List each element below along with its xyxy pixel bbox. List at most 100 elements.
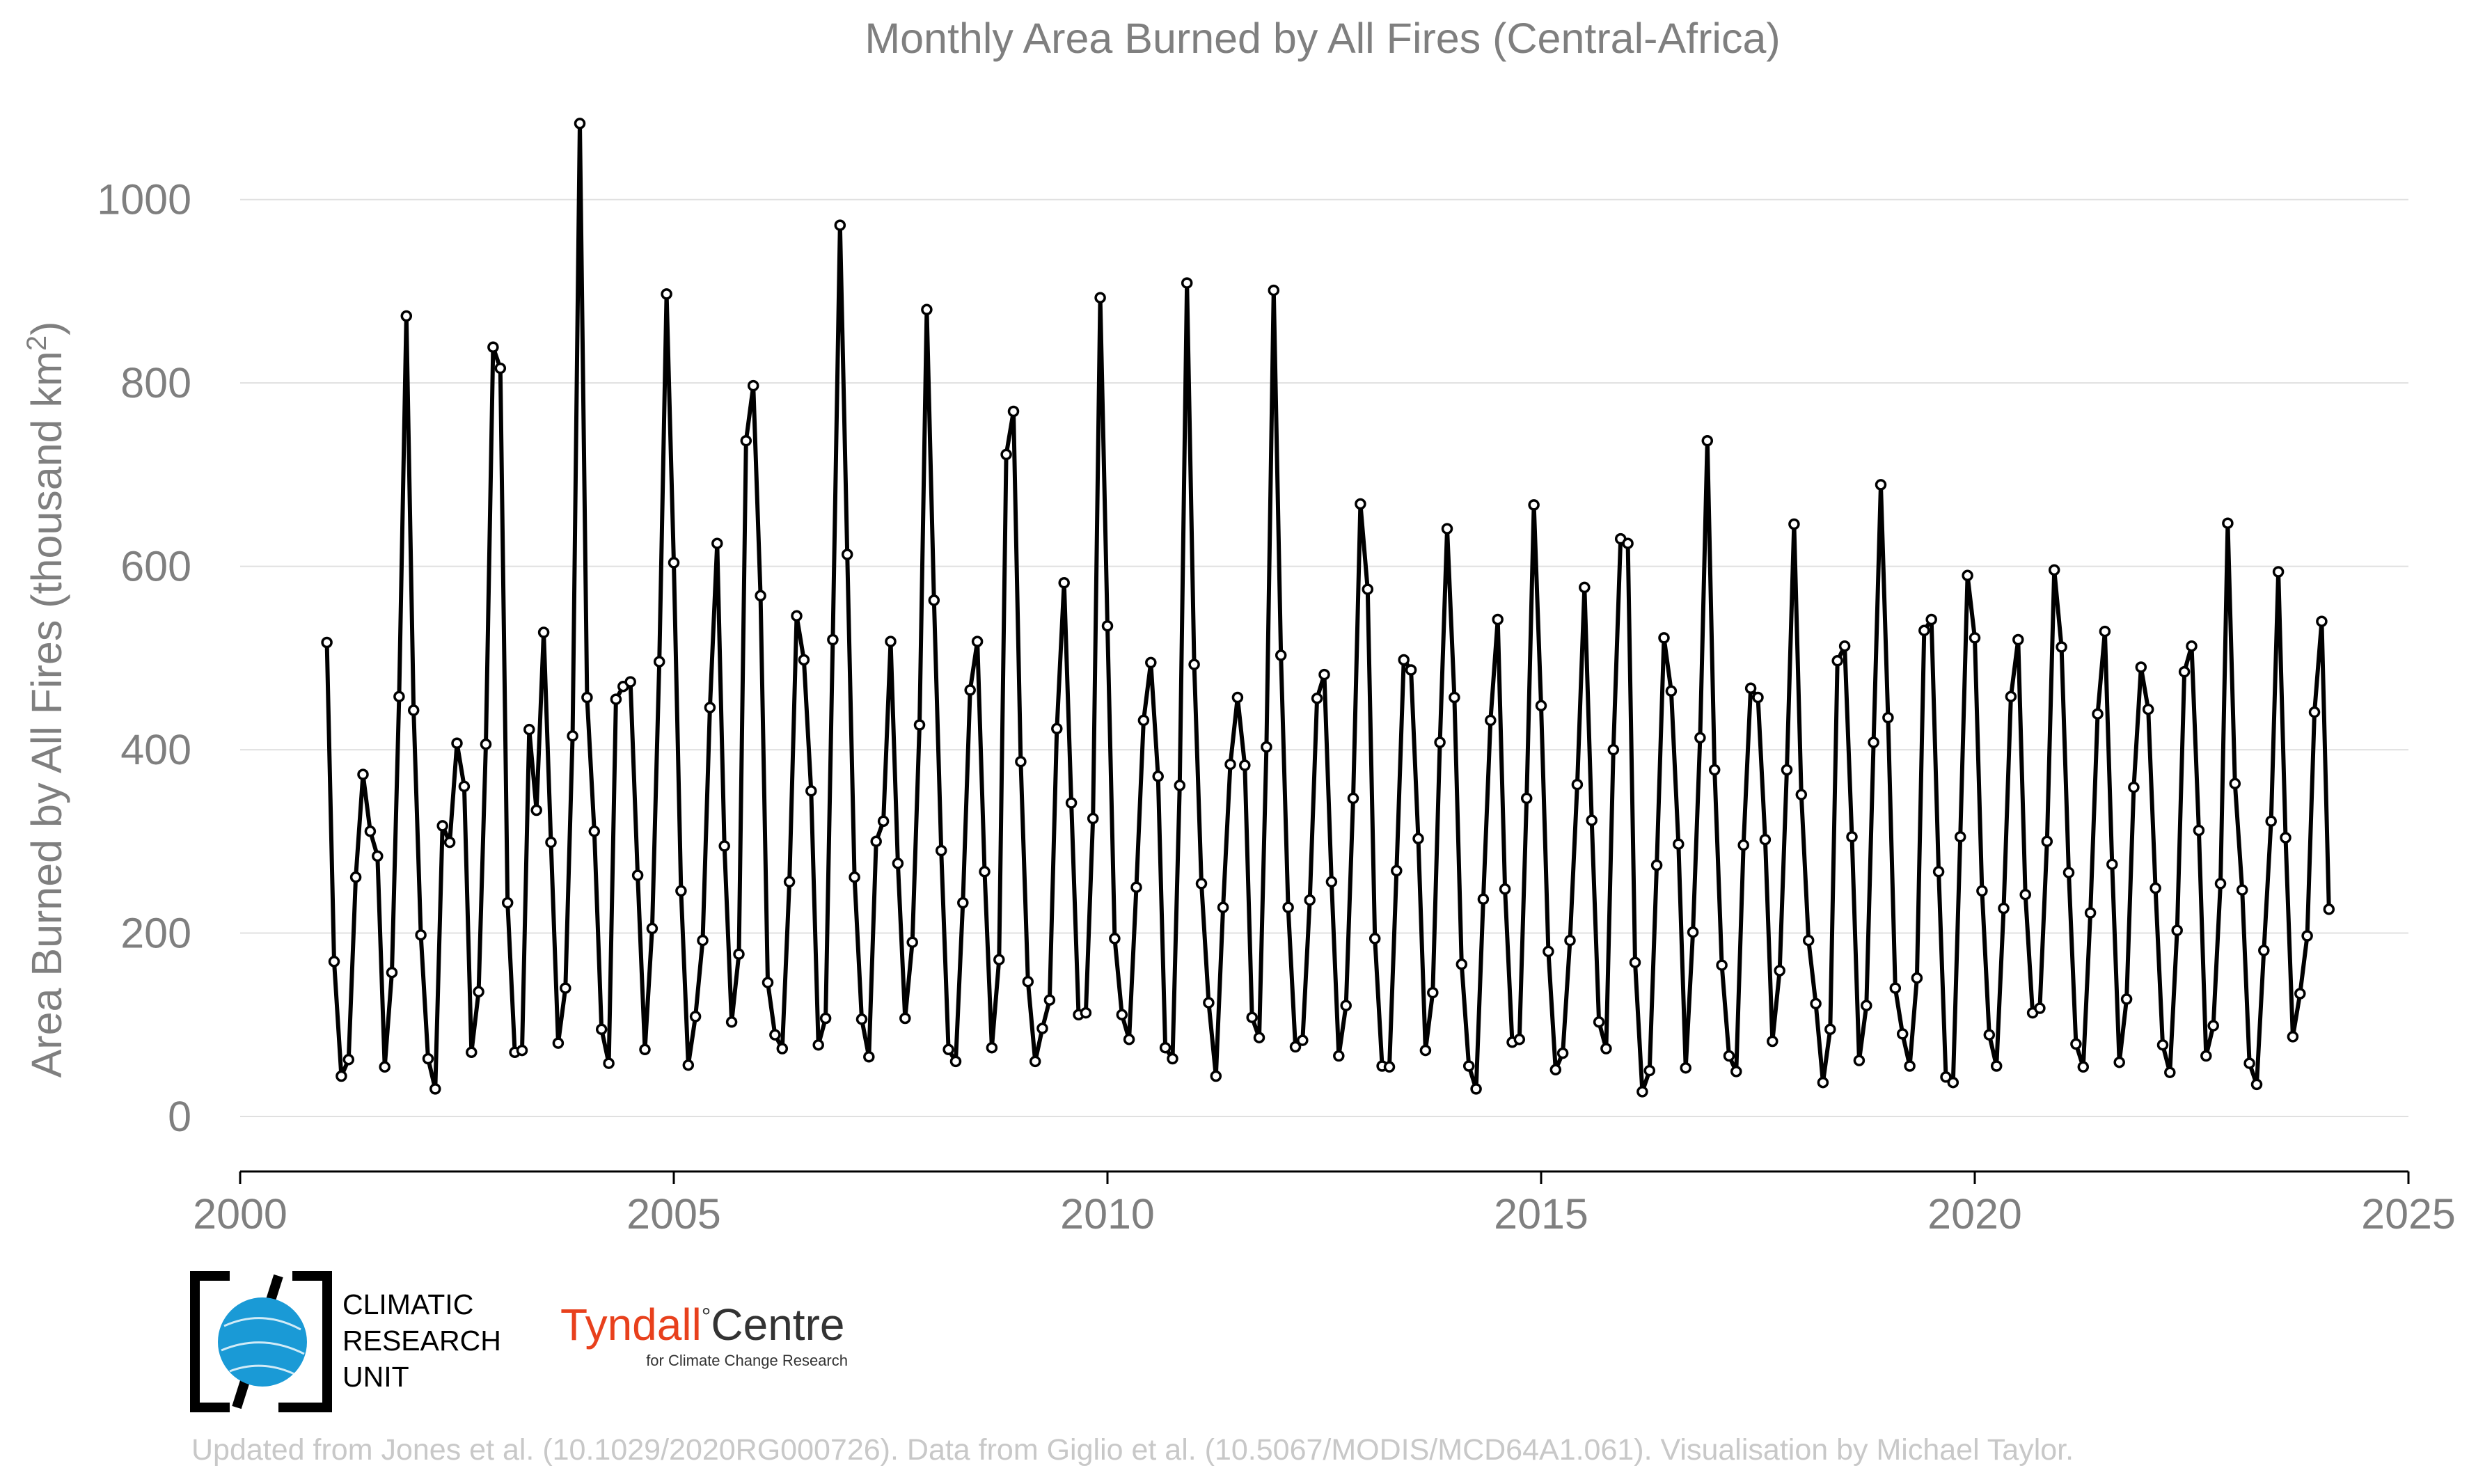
data-point (1130, 881, 1142, 893)
data-point (588, 826, 601, 837)
data-point (1470, 1083, 1482, 1095)
data-point (1556, 1047, 1569, 1059)
data-point (2120, 993, 2133, 1005)
data-point (1680, 1061, 1691, 1074)
data-point (725, 1016, 738, 1028)
data-point (1492, 613, 1504, 626)
data-point (1383, 1061, 1396, 1073)
y-tick-label: 0 (168, 1093, 191, 1140)
data-point (1152, 771, 1164, 782)
data-point (849, 871, 860, 883)
data-point (1802, 934, 1815, 947)
data-point (2156, 1039, 2169, 1051)
data-point (1607, 743, 1620, 756)
data-point (473, 986, 484, 998)
data-point (1362, 583, 1374, 595)
y-axis-label-main: Area Burned by All Fires (thousand km (23, 351, 70, 1078)
x-tick-label: 2005 (626, 1190, 721, 1238)
data-point (1976, 885, 1988, 897)
data-point (1203, 997, 1215, 1009)
y-tick-label: 800 (120, 359, 191, 406)
data-point (1767, 1035, 1778, 1048)
data-point (2070, 1038, 2082, 1050)
data-point (2062, 867, 2075, 878)
data-point (646, 922, 658, 935)
data-point (2186, 640, 2198, 652)
data-point (762, 977, 774, 988)
data-point (2229, 777, 2241, 790)
data-point (1752, 691, 1764, 704)
data-point (357, 768, 369, 780)
data-point (1687, 926, 1699, 938)
data-point (1549, 1064, 1562, 1076)
data-point (2019, 888, 2031, 901)
data-point (1224, 758, 1236, 771)
data-point (1673, 838, 1685, 850)
data-point (1231, 691, 1244, 704)
x-tick-label: 2000 (193, 1190, 287, 1238)
data-point (1947, 1076, 1959, 1089)
y-tick-label: 400 (120, 726, 191, 773)
data-point (1449, 691, 1460, 704)
cru-logo: CLIMATIC RESEARCH UNIT (190, 1271, 501, 1412)
data-point (971, 636, 984, 647)
data-point (603, 1057, 615, 1069)
data-point (407, 704, 420, 716)
data-point (1535, 700, 1547, 712)
data-point (1513, 1034, 1526, 1045)
data-point (631, 869, 644, 881)
data-point (1419, 1044, 1432, 1057)
data-point (523, 723, 535, 736)
data-point (1275, 649, 1287, 661)
data-point (1015, 755, 1027, 768)
data-point (899, 1012, 911, 1025)
data-point (827, 633, 839, 646)
data-point (567, 730, 578, 742)
data-point (1427, 986, 1439, 999)
data-point (2149, 882, 2161, 894)
data-point (1412, 832, 1424, 845)
data-point (718, 840, 730, 852)
data-point (1441, 523, 1453, 535)
data-point (1882, 711, 1894, 724)
data-point (1824, 1023, 1836, 1036)
data-point (1571, 778, 1584, 791)
data-point (480, 738, 492, 750)
data-point (2135, 661, 2147, 673)
data-point (1000, 448, 1012, 461)
data-point (1911, 972, 1923, 984)
data-point (595, 1023, 608, 1036)
data-point (942, 1043, 954, 1056)
data-point (364, 826, 377, 837)
data-point (1029, 1055, 1041, 1068)
data-point (400, 310, 413, 322)
data-point (2316, 615, 2328, 627)
data-point (1831, 655, 1843, 667)
data-point (1795, 789, 1808, 800)
data-point (1318, 668, 1330, 681)
data-point (2250, 1078, 2263, 1091)
y-axis-label-close: ) (23, 322, 70, 336)
data-point (1368, 933, 1381, 945)
data-point (1694, 732, 1706, 744)
data-point (733, 948, 745, 961)
data-point (552, 1037, 565, 1049)
data-point (1723, 1050, 1735, 1062)
data-point (1282, 901, 1294, 913)
data-point (776, 1043, 789, 1055)
data-point (1658, 632, 1670, 644)
data-point (321, 636, 333, 649)
data-point (1708, 764, 1721, 776)
data-point (2113, 1056, 2125, 1068)
data-point (1043, 994, 1056, 1006)
data-point (1969, 632, 1981, 644)
data-point (1405, 664, 1417, 676)
data-point (769, 1029, 781, 1041)
data-point (1564, 934, 1576, 947)
data-point (1543, 945, 1554, 958)
x-tick-label: 2010 (1060, 1190, 1155, 1238)
x-tick-label: 2015 (1494, 1190, 1588, 1238)
y-axis-label-superscript: 2 (22, 336, 52, 351)
data-point (1918, 624, 1930, 637)
